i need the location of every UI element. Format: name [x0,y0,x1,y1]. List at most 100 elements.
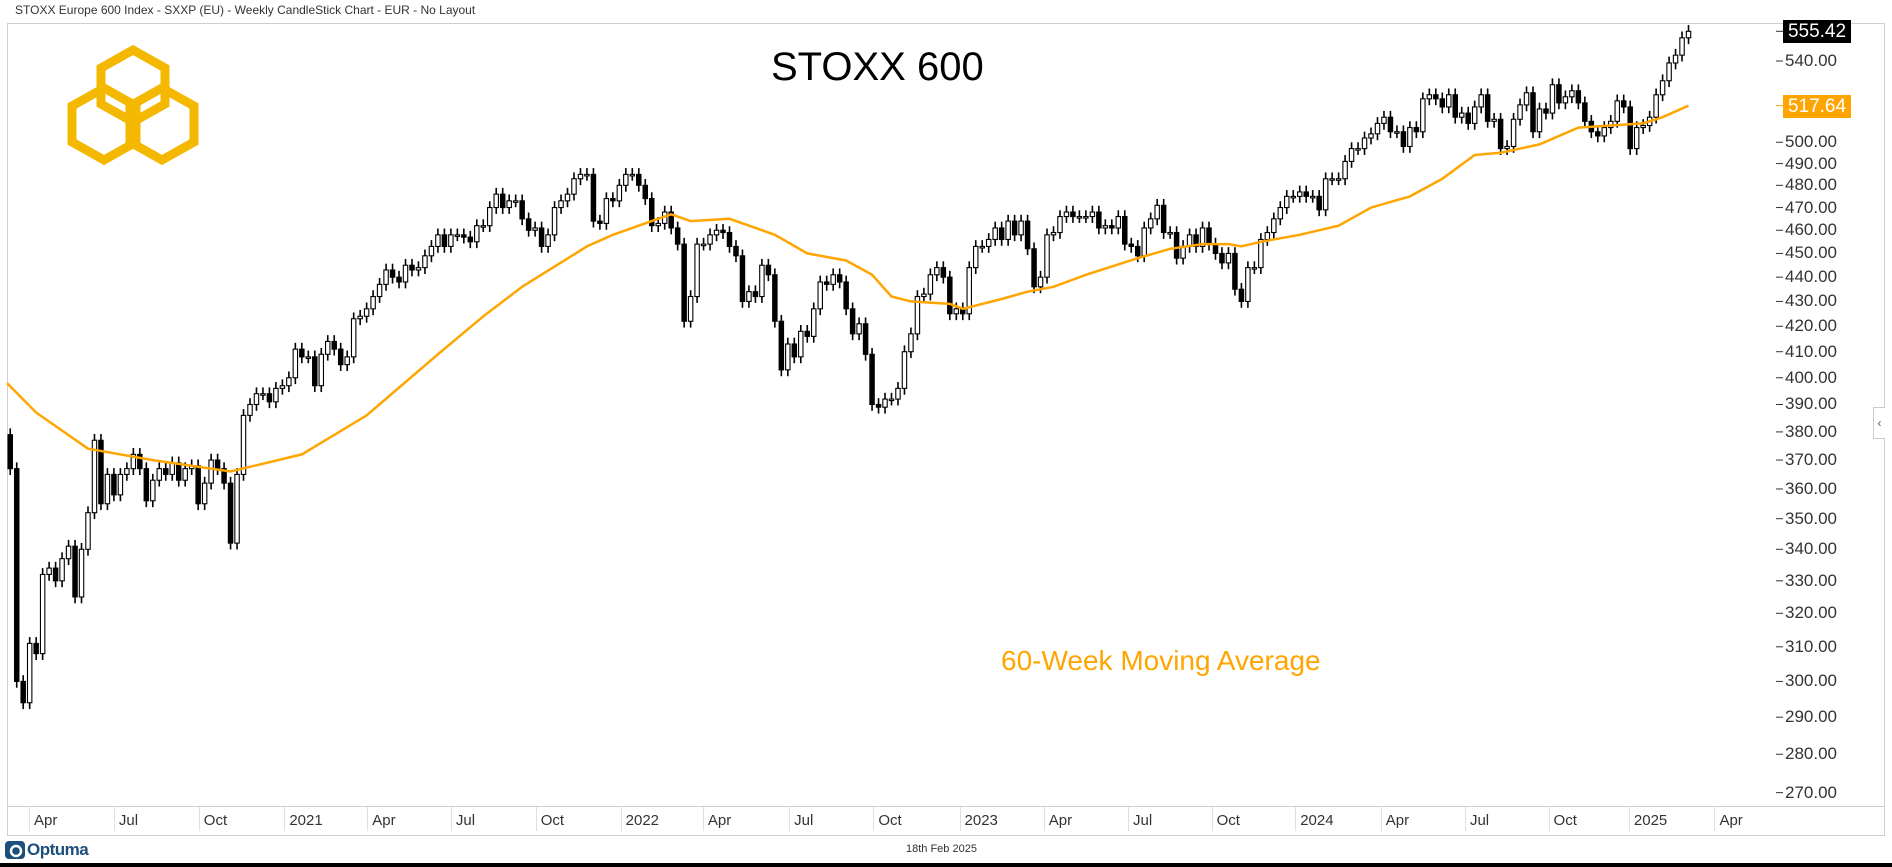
x-tick-label: Oct [873,807,902,831]
moving-average-annotation: 60-Week Moving Average [1001,645,1321,676]
candle-down [791,343,798,358]
candle-up [1342,160,1348,180]
candle-up [746,291,752,302]
candle-down [590,173,597,222]
candle-up [65,545,72,560]
candle-up [1355,148,1361,151]
x-tick-label: Apr [367,807,396,831]
candle-up [1050,231,1057,236]
chart-title: STOXX 600 [771,45,984,89]
candle-up [571,178,577,195]
candle-up [156,468,163,481]
candle-down [52,567,59,582]
candle-up [1329,178,1335,181]
candle-down [1582,102,1588,122]
x-tick-label: Jul [113,807,138,831]
bottom-bar [0,863,1892,867]
candle-down [862,323,869,355]
candle-up [39,573,46,655]
candle-down [681,243,687,322]
candle-down [1109,225,1115,229]
candle-up [1167,231,1173,235]
x-tick-label: Jul [789,807,813,831]
candle-down [720,229,726,234]
x-tick-label: Oct [535,807,564,831]
candle-down [733,245,739,257]
y-tick-label: 340.00 [1785,539,1837,559]
y-tick-label: 370.00 [1785,450,1837,470]
candle-down [836,274,843,283]
candle-up [1141,227,1147,257]
candle-up [201,482,208,505]
candle-up [966,267,973,315]
candle-down [175,462,182,481]
collapse-panel-button[interactable]: ‹ [1873,407,1885,439]
candle-up [104,473,111,505]
candle-up [1569,90,1575,98]
candle-up [59,558,65,582]
candle-down [409,264,415,271]
candle-up [448,234,454,247]
x-tick-label: Apr [1714,807,1743,831]
candle-down [636,173,642,186]
candle-down [111,473,117,496]
candle-up [584,173,590,177]
y-tick-label: 540.00 [1785,51,1837,70]
candle-up [1659,80,1666,96]
candle-up [182,468,188,481]
candle-up [305,356,312,359]
candle-up [1478,94,1484,108]
candle-up [1348,148,1355,162]
candle-up [1523,92,1530,106]
candle-down [1400,131,1407,148]
candle-up [603,198,610,224]
x-tick-label: 2025 [1628,807,1667,831]
candle-up [558,200,564,209]
candle-down [1620,100,1627,108]
candle-down [726,231,733,247]
candle-down [1575,90,1582,104]
candle-up [150,479,156,502]
candle-down [1484,94,1491,122]
candle-up [687,295,694,322]
candle-up [234,473,240,544]
candle-up [1394,131,1400,134]
candle-up [856,323,862,335]
x-tick-label: 2024 [1295,807,1334,831]
candle-up [512,200,519,203]
candle-up [908,333,914,353]
candle-down [1465,112,1471,124]
candle-up [279,385,286,389]
candle-up [921,293,927,298]
candle-up [1115,216,1122,229]
candle-down [1232,252,1238,290]
moving-average-value-label: 517.64 [1783,94,1851,118]
candle-down [875,403,882,408]
brand-logo-icon [67,44,199,166]
candle-up [1258,238,1264,269]
x-tick-label: Jul [1464,807,1489,831]
y-tick-label: 480.00 [1785,175,1837,195]
candle-down [804,330,811,337]
optuma-brand-text: Optuma [27,840,89,859]
candle-up [318,353,325,387]
candle-up [117,473,124,496]
candle-up [253,393,260,406]
optuma-logo: Optuma [5,840,89,860]
candle-down [778,320,785,371]
candle-up [124,468,130,475]
candle-up [1057,216,1063,234]
last-price-label: 555.42 [1783,20,1851,44]
candle-down [1316,195,1322,211]
candle-down [499,193,506,209]
candle-up [1044,234,1050,278]
candle-up [629,173,636,177]
candle-up [798,330,804,358]
candle-down [337,348,344,366]
candle-down [752,291,759,298]
x-tick-label: 2021 [284,807,323,831]
y-tick-label: 450.00 [1785,243,1837,263]
candle-up [273,387,279,403]
candle-down [312,356,318,387]
candle-up [1199,227,1206,247]
